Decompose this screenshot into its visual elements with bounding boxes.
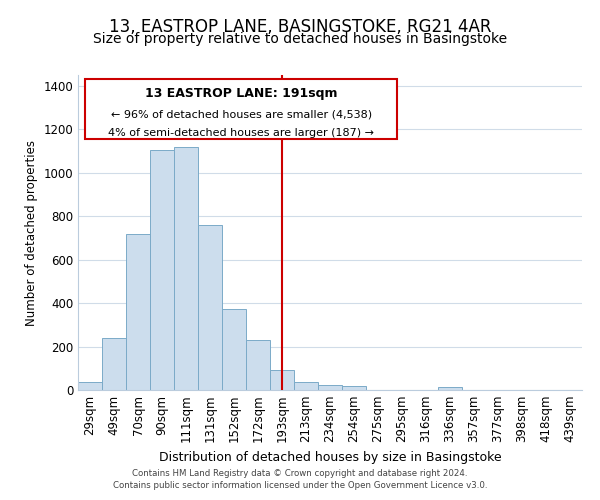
Bar (78, 382, 102, 390)
Bar (438, 388, 462, 390)
Y-axis label: Number of detached properties: Number of detached properties (25, 140, 38, 326)
Bar (102, 338, 126, 390)
Bar (174, 146, 198, 390)
Bar (342, 386, 366, 390)
Text: Contains public sector information licensed under the Open Government Licence v3: Contains public sector information licen… (113, 481, 487, 490)
Text: 13 EASTROP LANE: 191sqm: 13 EASTROP LANE: 191sqm (145, 87, 337, 100)
X-axis label: Distribution of detached houses by size in Basingstoke: Distribution of detached houses by size … (158, 451, 502, 464)
FancyBboxPatch shape (85, 80, 397, 139)
Bar (246, 340, 270, 390)
Bar (294, 382, 318, 390)
Text: Size of property relative to detached houses in Basingstoke: Size of property relative to detached ho… (93, 32, 507, 46)
Text: ← 96% of detached houses are smaller (4,538): ← 96% of detached houses are smaller (4,… (110, 110, 372, 120)
Bar (222, 308, 246, 390)
Bar (126, 234, 150, 390)
Bar (270, 370, 294, 390)
Bar (318, 384, 342, 390)
Bar (198, 225, 222, 390)
Bar (150, 150, 174, 390)
Text: 13, EASTROP LANE, BASINGSTOKE, RG21 4AR: 13, EASTROP LANE, BASINGSTOKE, RG21 4AR (109, 18, 491, 36)
Text: Contains HM Land Registry data © Crown copyright and database right 2024.: Contains HM Land Registry data © Crown c… (132, 468, 468, 477)
Text: 4% of semi-detached houses are larger (187) →: 4% of semi-detached houses are larger (1… (108, 128, 374, 138)
